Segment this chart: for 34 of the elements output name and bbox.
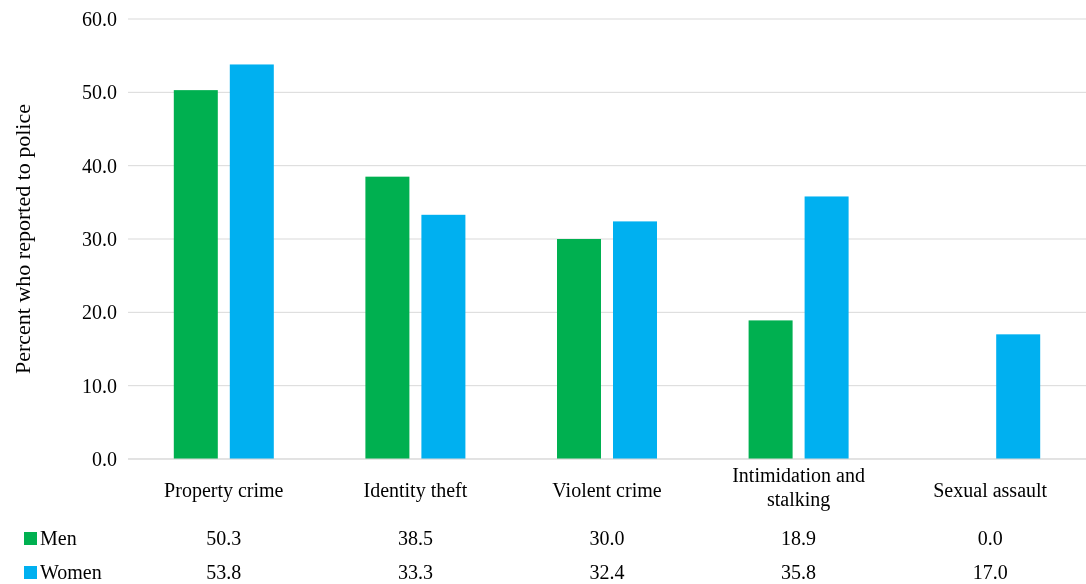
data-label: 17.0 xyxy=(972,561,1008,583)
data-label: 50.3 xyxy=(206,527,242,549)
data-label: 35.8 xyxy=(781,561,817,583)
bar xyxy=(557,239,601,459)
y-tick-label: 40.0 xyxy=(82,154,117,177)
bar xyxy=(365,176,410,459)
y-tick-label: 30.0 xyxy=(82,227,117,250)
y-tick-label: 50.0 xyxy=(82,81,117,104)
data-label: 38.5 xyxy=(397,527,433,549)
bar xyxy=(229,64,274,459)
legend-label: Women xyxy=(40,561,102,583)
x-tick-label: Intimidation and stalking xyxy=(732,464,865,511)
bar xyxy=(421,214,466,459)
data-label: 0.0 xyxy=(977,527,1003,549)
y-tick-label: 60.0 xyxy=(82,7,117,30)
y-tick-label: 10.0 xyxy=(82,374,117,397)
y-tick-label: 20.0 xyxy=(82,301,117,324)
y-axis-title: Percent who reported to police xyxy=(10,103,35,375)
bar xyxy=(804,196,849,459)
bar xyxy=(996,334,1041,459)
bar xyxy=(748,320,793,459)
x-tick-label: Property crime xyxy=(164,479,284,502)
data-label: 30.0 xyxy=(589,527,625,549)
legend-label: Men xyxy=(40,527,77,549)
data-label: 18.9 xyxy=(781,527,817,549)
x-tick-label: Sexual assault xyxy=(933,479,1048,501)
bar xyxy=(173,90,218,459)
bar xyxy=(613,221,657,459)
data-label: 32.4 xyxy=(589,561,625,583)
y-tick-label: 0.0 xyxy=(92,447,117,470)
x-tick-label: Identity theft xyxy=(363,479,468,502)
data-label: 53.8 xyxy=(206,561,242,583)
data-label: 33.3 xyxy=(397,561,433,583)
x-tick-label: Violent crime xyxy=(552,479,662,501)
